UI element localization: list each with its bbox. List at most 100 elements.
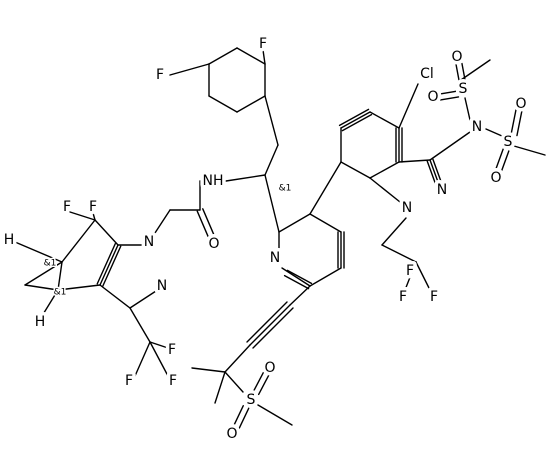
atom-label: NH	[203, 173, 224, 189]
bond	[369, 161, 400, 179]
bond	[340, 111, 371, 129]
bond	[152, 209, 171, 237]
bond	[278, 213, 311, 233]
bond	[236, 47, 266, 65]
bond	[369, 177, 401, 203]
bond	[286, 269, 313, 285]
atom-label: F	[399, 289, 407, 305]
atom-label: H	[4, 232, 15, 248]
bond	[57, 261, 63, 291]
atom-label: O	[451, 49, 462, 65]
stereo-label: &1	[54, 288, 67, 298]
bond	[252, 371, 265, 393]
bond	[398, 159, 431, 163]
bond	[309, 213, 342, 233]
bond	[129, 290, 157, 309]
bond	[99, 244, 119, 286]
atom-label: N	[270, 250, 280, 266]
atom-label: H	[35, 314, 46, 330]
atom-label: N	[144, 234, 154, 250]
atom-label: F	[168, 342, 176, 358]
bond	[214, 371, 226, 404]
bond	[264, 144, 279, 176]
bond	[149, 341, 169, 377]
bond	[232, 405, 244, 428]
bond	[494, 148, 504, 172]
stereo-label: &1	[279, 184, 292, 194]
atom-label: F	[169, 373, 177, 389]
atom-label: N	[157, 278, 167, 294]
atom-label: O	[208, 236, 219, 252]
bond	[438, 90, 459, 95]
bond	[457, 59, 491, 83]
bond	[129, 307, 151, 343]
bond	[289, 285, 311, 306]
bond	[341, 113, 373, 132]
bond	[246, 301, 288, 343]
bond	[281, 267, 311, 287]
bond	[464, 97, 471, 121]
atom-label: F	[259, 36, 267, 52]
atom-label: O	[264, 360, 275, 376]
bond	[461, 62, 466, 81]
bond	[191, 367, 226, 373]
bond	[510, 108, 517, 136]
bond	[96, 243, 116, 285]
bond	[252, 307, 294, 349]
bond	[225, 174, 266, 182]
bond	[61, 219, 96, 263]
bond	[415, 261, 431, 291]
bond	[149, 341, 169, 349]
bond	[92, 212, 96, 221]
bond	[94, 219, 119, 246]
bond	[24, 284, 59, 291]
bond	[404, 261, 417, 291]
bond	[516, 109, 523, 137]
bond	[208, 47, 238, 65]
bond	[202, 208, 216, 238]
bond	[381, 217, 407, 246]
bond	[208, 95, 238, 113]
bond	[409, 261, 417, 266]
bond	[69, 211, 96, 221]
atom-label: N	[402, 200, 412, 216]
bond	[264, 174, 280, 233]
bond	[264, 95, 279, 146]
bond	[340, 161, 371, 179]
bond	[169, 63, 210, 76]
atom-label: F	[406, 263, 414, 279]
bond	[338, 108, 370, 127]
bond	[309, 267, 342, 287]
bond	[309, 161, 342, 215]
atom-label: O	[427, 89, 438, 105]
bonds	[14, 47, 546, 430]
bond	[102, 245, 122, 287]
atom-label: N	[472, 119, 482, 135]
atom-label: O	[226, 426, 237, 442]
bond	[432, 158, 442, 182]
bond	[224, 371, 244, 393]
atom-label: O	[490, 170, 501, 186]
bond	[14, 241, 63, 263]
bond	[238, 407, 250, 430]
atom-label: S	[504, 134, 513, 150]
bond	[426, 160, 436, 184]
bond	[99, 284, 131, 309]
atom-label: F	[430, 289, 438, 305]
bond	[24, 261, 63, 286]
atom-label: S	[459, 81, 468, 97]
bond	[398, 83, 419, 129]
bond	[57, 284, 101, 291]
bond	[369, 111, 400, 129]
bond	[236, 95, 266, 113]
stereo-label: &1	[44, 259, 57, 269]
atom-label: F	[63, 199, 71, 215]
atom-label: F	[125, 373, 133, 389]
bond	[257, 404, 293, 426]
atom-labels: F F Cl O S O N O S O NH &1 F F H &1 &1 N…	[0, 33, 530, 446]
bond	[500, 150, 510, 174]
bond	[439, 96, 460, 101]
atom-label: F	[156, 67, 164, 83]
atom-label: F	[89, 199, 97, 215]
